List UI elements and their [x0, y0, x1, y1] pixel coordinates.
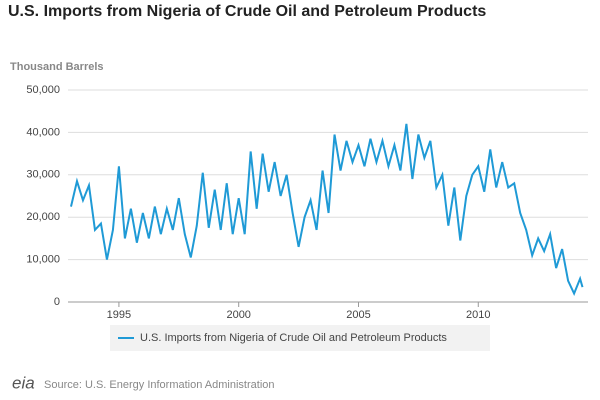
chart-title: U.S. Imports from Nigeria of Crude Oil a…	[8, 3, 486, 20]
x-tick-label: 2005	[346, 309, 370, 321]
legend-box	[110, 325, 490, 351]
x-tick-label: 1995	[107, 309, 131, 321]
y-tick-label: 50,000	[26, 84, 60, 96]
y-tick-label: 30,000	[26, 169, 60, 181]
line-series	[70, 123, 584, 297]
logo: eia	[12, 373, 35, 392]
y-tick-label: 20,000	[26, 211, 60, 223]
y-tick-label: 40,000	[26, 126, 60, 138]
y-tick-label: 0	[54, 296, 60, 308]
x-tick-label: 2010	[466, 309, 490, 321]
y-axis-label: Thousand Barrels	[10, 61, 104, 73]
y-tick-label: 10,000	[26, 254, 60, 266]
source: Source: U.S. Energy Information Administ…	[44, 379, 275, 391]
x-tick-label: 2000	[226, 309, 250, 321]
legend-label: U.S. Imports from Nigeria of Crude Oil a…	[140, 332, 447, 344]
